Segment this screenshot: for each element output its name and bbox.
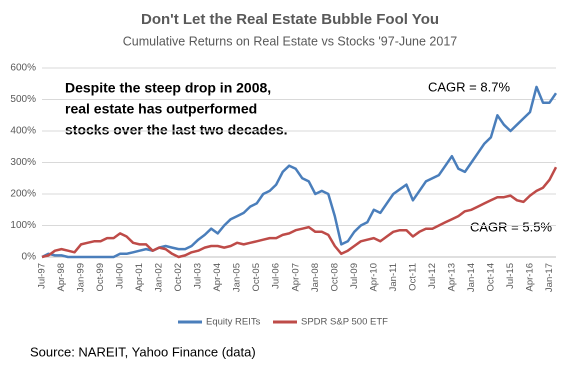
x-tick-label: Jul-09	[349, 263, 360, 289]
y-tick-label: 0%	[22, 252, 37, 263]
x-tick-label: Apr-13	[446, 263, 457, 292]
x-tick-label: Jan-08	[310, 263, 321, 292]
x-tick-label: Apr-98	[56, 263, 67, 292]
x-tick-label: Oct-99	[95, 263, 106, 292]
series-line	[41, 166, 558, 259]
series-line	[41, 85, 558, 259]
x-tick-label: Jan-14	[466, 263, 477, 292]
annotation: Despite the steep drop in 2008,	[65, 80, 271, 96]
chart-subtitle: Cumulative Returns on Real Estate vs Sto…	[123, 34, 458, 48]
y-tick-label: 600%	[10, 63, 36, 74]
x-tick-label: Jul-06	[271, 263, 282, 289]
x-tick-label: Apr-04	[212, 263, 223, 292]
y-tick-label: 500%	[10, 94, 36, 105]
legend-label: SPDR S&P 500 ETF	[301, 317, 388, 328]
y-tick-label: 100%	[10, 220, 36, 231]
x-tick-label: Oct-14	[485, 263, 496, 292]
x-tick-label: Apr-16	[524, 263, 535, 292]
x-tick-label: Jan-05	[232, 263, 243, 292]
annotation: stocks over the last two decades.	[65, 122, 288, 138]
x-tick-label: Jan-11	[388, 263, 399, 291]
x-tick-label: Oct-08	[329, 263, 340, 292]
y-tick-label: 400%	[10, 126, 36, 137]
x-tick-label: Jan-02	[154, 263, 165, 292]
y-tick-label: 300%	[10, 157, 36, 168]
x-tick-label: Jan-17	[544, 263, 555, 292]
x-tick-label: Jul-15	[505, 263, 516, 289]
x-tick-label: Apr-10	[368, 263, 379, 292]
legend-label: Equity REITs	[206, 317, 261, 328]
x-tick-label: Jul-97	[37, 263, 48, 289]
x-tick-label: Jul-00	[115, 263, 126, 289]
x-tick-label: Apr-07	[290, 263, 301, 292]
y-tick-label: 200%	[10, 189, 36, 200]
x-tick-label: Jan-99	[76, 263, 87, 292]
x-tick-label: Jul-03	[193, 263, 204, 289]
x-tick-label: Jul-12	[427, 263, 438, 289]
chart-title: Don't Let the Real Estate Bubble Fool Yo…	[141, 11, 439, 28]
x-tick-label: Oct-02	[173, 263, 184, 292]
annotation: real estate has outperformed	[65, 101, 257, 117]
source: Source: NAREIT, Yahoo Finance (data)	[30, 344, 256, 359]
x-tick-label: Apr-01	[134, 263, 145, 292]
x-tick-label: Oct-05	[251, 263, 262, 292]
series-label: CAGR = 8.7%	[428, 79, 510, 94]
series-label: CAGR = 5.5%	[470, 219, 552, 234]
x-tick-label: Oct-11	[407, 263, 418, 291]
